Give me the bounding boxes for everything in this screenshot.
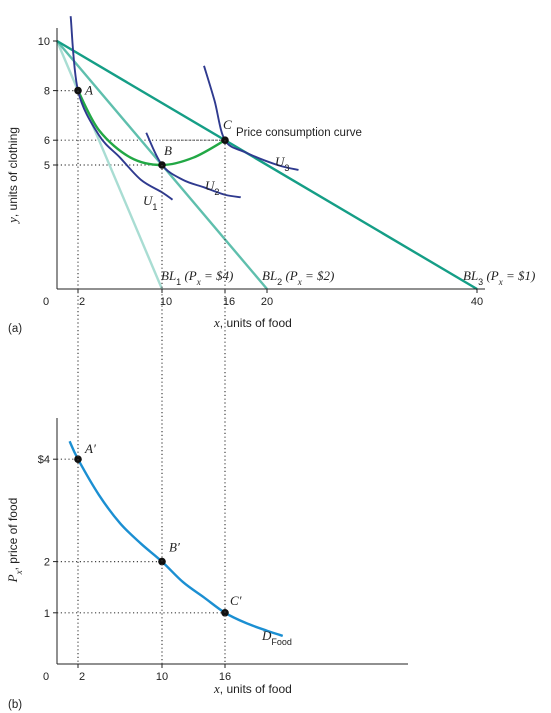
indifference-curve-label-2: U2	[205, 178, 219, 197]
panel-b-points	[74, 455, 229, 617]
panel-label-b: (b)	[8, 699, 22, 711]
y-tick-label-5: 5	[44, 160, 50, 172]
point-label-B: B	[164, 143, 172, 158]
x-tick-label-40: 40	[471, 296, 483, 308]
point-label-A: A	[84, 83, 93, 98]
y-tick-label-8: 8	[44, 86, 50, 98]
indifference-curve-label-3: U3	[275, 154, 289, 173]
panel-b-guides	[57, 458, 225, 614]
budget-line-label-3: BL3 (Px = $1)	[463, 268, 535, 287]
panel-b-chart: 1 2 $4 0 2 10 16x, units of food Px, price of f…	[5, 418, 408, 711]
panel-label-a: (a)	[8, 323, 22, 335]
x-axis-title: x, units of food	[213, 315, 292, 330]
y-axis-title-b: Px, price of food	[5, 498, 24, 584]
budget-line-1	[55, 40, 164, 290]
x-tick-label-0: 0	[43, 296, 49, 308]
point-B′	[158, 557, 166, 566]
x-tick-label-b-10: 10	[156, 671, 168, 683]
x-axis-title-b: x, units of food	[213, 681, 292, 696]
demand-curve-label: DFood	[261, 628, 292, 647]
point-label-C′: C′	[230, 593, 242, 608]
demand-line	[68, 440, 284, 637]
x-tick-label-b-16: 16	[219, 671, 231, 683]
indifference-curve-label-1: U1	[143, 193, 157, 212]
panel-b-labels: 1 2 $4 0 2 10 16x, units of food Px, price of f…	[5, 441, 292, 711]
x-tick-label-20: 20	[261, 296, 273, 308]
demand-curve	[68, 440, 284, 637]
indifference-curve-3	[203, 65, 299, 171]
pcc-line	[76, 90, 226, 167]
y-tick-label-b-4: $4	[38, 454, 50, 466]
panel-a-labels: 5 6 8 10 0 2 10 16 20 40 x, units of food y, units …	[5, 36, 535, 335]
panel-b-axes	[53, 418, 408, 668]
price-consumption-curve	[76, 90, 226, 167]
y-tick-label-b-1: 1	[44, 608, 50, 620]
pcc-label: Price consumption curve	[236, 127, 362, 139]
y-tick-label-6: 6	[44, 135, 50, 147]
panel-a-axes	[53, 28, 485, 293]
cross-panel-guides	[77, 90, 226, 664]
x-tick-label-10: 10	[160, 296, 172, 308]
x-tick-label-b-0: 0	[43, 671, 49, 683]
point-C′	[221, 609, 229, 617]
y-axis-title: y, units of clothing	[5, 127, 20, 225]
panel-a-chart: 5 6 8 10 0 2 10 16 20 40 x, units of food y, units …	[5, 16, 535, 335]
budget-line-3	[56, 39, 478, 291]
y-tick-label-10: 10	[38, 36, 50, 48]
point-label-A′: A′	[84, 441, 96, 456]
point-label-B′: B′	[169, 540, 180, 555]
point-label-C: C	[223, 117, 232, 132]
budget-line-label-1: BL1 (Px = $4)	[161, 268, 233, 287]
indifference-curves	[69, 16, 299, 201]
y-tick-label-b-2: 2	[44, 557, 50, 569]
x-tick-label-2: 2	[79, 296, 85, 308]
x-tick-label-16: 16	[223, 296, 235, 308]
budget-line-label-2: BL2 (Px = $2)	[262, 268, 334, 287]
x-tick-label-b-2: 2	[79, 671, 85, 683]
point-A	[74, 86, 82, 95]
budget-lines	[55, 39, 478, 291]
